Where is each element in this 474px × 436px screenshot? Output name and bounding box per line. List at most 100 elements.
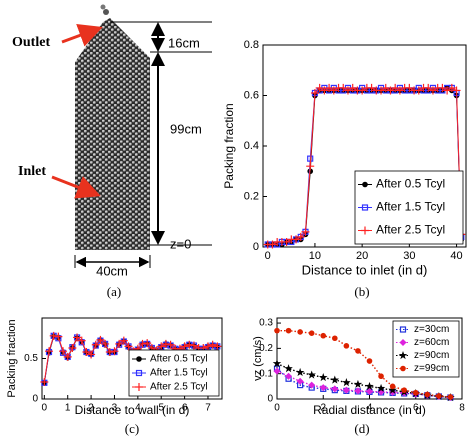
data-point bbox=[292, 235, 301, 244]
cylinder-height-label: 99cm bbox=[170, 121, 202, 136]
legend-label: z=60cm bbox=[414, 337, 449, 348]
x-tick-label: 20 bbox=[356, 250, 368, 262]
data-point bbox=[274, 327, 280, 334]
data-point bbox=[358, 86, 367, 95]
x-tick-label: 0 bbox=[265, 250, 271, 262]
data-point bbox=[301, 227, 310, 236]
data-point bbox=[297, 329, 303, 335]
x-tick-label: 6 bbox=[413, 403, 419, 414]
data-point bbox=[68, 343, 77, 352]
silo-packing bbox=[75, 18, 150, 250]
data-point bbox=[213, 342, 222, 351]
series-line bbox=[276, 362, 451, 399]
data-point bbox=[185, 340, 194, 349]
data-point bbox=[342, 386, 350, 394]
x-tick-label: 0 bbox=[274, 403, 280, 414]
data-point bbox=[73, 333, 82, 342]
y-tick-label: 0 bbox=[32, 394, 38, 405]
outlet-arrow bbox=[61, 23, 103, 47]
legend-marker bbox=[399, 339, 407, 346]
data-point bbox=[63, 352, 72, 361]
y-tick-label: 0.5 bbox=[24, 353, 38, 364]
y-tick-label: 0 bbox=[267, 394, 273, 405]
x-axis-label: Distance to inlet (in d) bbox=[302, 262, 428, 277]
data-point bbox=[49, 331, 58, 340]
data-point bbox=[273, 367, 281, 375]
data-point bbox=[101, 339, 110, 348]
y-tick-label: 0.6 bbox=[244, 89, 259, 101]
x-tick-label: 2 bbox=[88, 403, 94, 414]
data-point bbox=[40, 377, 49, 386]
data-point bbox=[282, 237, 291, 246]
data-point bbox=[180, 342, 189, 351]
legend-marker bbox=[399, 326, 407, 333]
caption: (c) bbox=[125, 421, 139, 436]
data-point bbox=[284, 364, 293, 373]
data-point bbox=[96, 335, 105, 344]
data-point bbox=[353, 379, 363, 388]
data-point bbox=[339, 83, 348, 92]
data-point bbox=[161, 339, 170, 348]
data-point bbox=[77, 336, 86, 345]
data-point bbox=[157, 342, 166, 351]
legend-marker bbox=[361, 226, 369, 235]
legend: After 0.5 Tcyl After 1.5 Tcyl After 2.5 Tc… bbox=[128, 349, 220, 397]
data-point bbox=[424, 391, 431, 398]
caption: (a) bbox=[107, 284, 121, 299]
x-tick-label: 3 bbox=[112, 403, 118, 414]
data-point bbox=[428, 86, 437, 95]
data-point bbox=[386, 86, 395, 95]
legend-label: After 1.5 Tcyl bbox=[376, 200, 445, 214]
cone-height-label: 16cm bbox=[168, 35, 200, 50]
data-point bbox=[208, 340, 217, 349]
x-tick-label: 2 bbox=[320, 403, 326, 414]
legend: z=30cm z=60cm z=90cm z=99cm bbox=[392, 320, 460, 378]
data-point bbox=[365, 381, 374, 390]
legend-label: z=90cm bbox=[414, 350, 449, 361]
width-label: 40cm bbox=[96, 263, 128, 278]
x-tick-label: 40 bbox=[450, 250, 462, 262]
data-point bbox=[389, 383, 396, 390]
data-point bbox=[143, 339, 152, 348]
data-point bbox=[285, 372, 293, 380]
data-point bbox=[320, 332, 327, 339]
data-point bbox=[424, 83, 433, 92]
y-tick-label: 0.1 bbox=[259, 368, 273, 379]
x-tick-label: 4 bbox=[367, 403, 373, 414]
legend-label: z=99cm bbox=[414, 363, 449, 374]
data-point bbox=[124, 342, 133, 351]
data-point bbox=[105, 348, 114, 357]
data-point bbox=[203, 342, 212, 351]
data-point bbox=[285, 327, 292, 334]
legend-marker bbox=[398, 351, 408, 360]
data-point bbox=[91, 340, 100, 349]
data-point bbox=[436, 393, 442, 399]
legend: After 0.5 Tcyl After 1.5 Tcyl After 2.5 Tc… bbox=[354, 170, 464, 245]
data-point bbox=[330, 375, 340, 384]
data-point bbox=[343, 343, 350, 349]
data-point bbox=[310, 88, 319, 97]
legend-marker bbox=[362, 181, 368, 188]
outlet-balls bbox=[103, 9, 109, 15]
data-point bbox=[395, 86, 404, 95]
inlet-arrow bbox=[51, 175, 101, 199]
legend-marker bbox=[400, 365, 406, 372]
legend-label: After 2.5 Tcyl bbox=[150, 382, 208, 393]
y-tick-label: 0.2 bbox=[244, 190, 259, 202]
legend-marker bbox=[136, 356, 142, 362]
data-point bbox=[268, 240, 277, 249]
data-point bbox=[355, 348, 361, 354]
legend-marker bbox=[135, 369, 143, 377]
y-axis-label: vz (cm/s) bbox=[252, 336, 264, 381]
y-tick-label: 0.8 bbox=[244, 39, 259, 51]
legend-label: After 0.5 Tcyl bbox=[376, 177, 445, 191]
data-point bbox=[166, 340, 175, 349]
data-point bbox=[82, 348, 91, 357]
data-point bbox=[412, 389, 419, 396]
x-tick-label: 1 bbox=[65, 403, 71, 414]
data-point bbox=[306, 162, 315, 171]
data-point bbox=[348, 83, 357, 92]
y-tick-label: 0.3 bbox=[259, 318, 273, 329]
inlet-label: Inlet bbox=[18, 164, 46, 179]
